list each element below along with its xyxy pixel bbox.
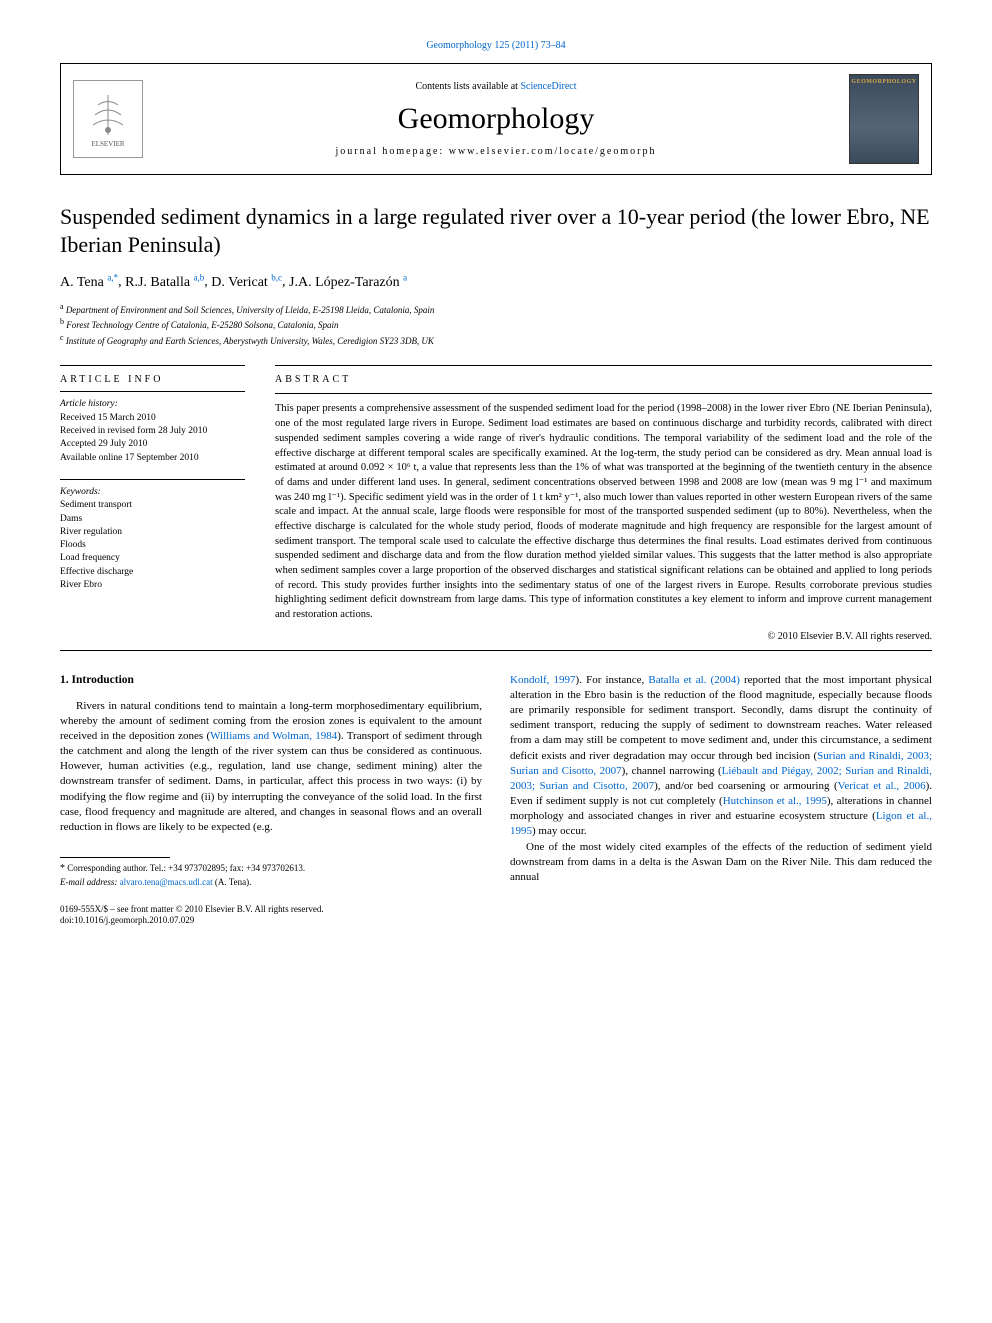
body-paragraph: One of the most widely cited examples of… [510, 840, 932, 886]
keywords-label: Keywords: [60, 486, 245, 499]
header-center: Contents lists available at ScienceDirec… [143, 81, 849, 157]
citation-link[interactable]: Geomorphology 125 (2011) 73–84 [60, 40, 932, 51]
footnote-separator [60, 857, 170, 858]
ref-link[interactable]: Vericat et al., 2006 [838, 780, 926, 792]
body-paragraph: Rivers in natural conditions tend to mai… [60, 699, 482, 836]
author: D. Vericat b,c [211, 275, 282, 290]
body-columns: 1. Introduction Rivers in natural condit… [60, 673, 932, 927]
elsevier-tree-icon [83, 90, 133, 140]
keyword: Effective discharge [60, 566, 245, 579]
affiliation: c Institute of Geography and Earth Scien… [60, 332, 932, 348]
history-item: Received 15 March 2010 [60, 412, 245, 425]
affiliation: b Forest Technology Centre of Catalonia,… [60, 316, 932, 332]
keyword: River regulation [60, 526, 245, 539]
article-title: Suspended sediment dynamics in a large r… [60, 203, 932, 258]
affiliations: a Department of Environment and Soil Sci… [60, 301, 932, 348]
homepage-line: journal homepage: www.elsevier.com/locat… [143, 146, 849, 157]
keyword: River Ebro [60, 579, 245, 592]
author: J.A. López-Tarazón a [289, 275, 407, 290]
keyword: Sediment transport [60, 499, 245, 512]
ref-link[interactable]: Hutchinson et al., 1995 [723, 795, 827, 807]
history-item: Received in revised form 28 July 2010 [60, 425, 245, 438]
contents-line: Contents lists available at ScienceDirec… [143, 81, 849, 92]
author: R.J. Batalla a,b [125, 275, 204, 290]
email-who: (A. Tena). [213, 877, 252, 887]
affiliation: a Department of Environment and Soil Sci… [60, 301, 932, 317]
ref-link[interactable]: Williams and Wolman, 1984 [210, 730, 337, 742]
homepage-label: journal homepage: [336, 146, 449, 157]
corr-text: Corresponding author. Tel.: +34 97370289… [67, 863, 305, 873]
footer-block: 0169-555X/$ – see front matter © 2010 El… [60, 904, 482, 927]
abstract-text: This paper presents a comprehensive asse… [275, 393, 932, 622]
author-list: A. Tena a,*, R.J. Batalla a,b, D. Verica… [60, 272, 932, 291]
ref-link[interactable]: Kondolf, 1997 [510, 674, 576, 686]
homepage-url[interactable]: www.elsevier.com/locate/geomorph [449, 146, 657, 157]
journal-header: ELSEVIER Contents lists available at Sci… [60, 63, 932, 175]
keyword: Dams [60, 513, 245, 526]
sciencedirect-link[interactable]: ScienceDirect [520, 81, 576, 92]
abstract-col: abstract This paper presents a comprehen… [275, 365, 932, 641]
issn-line: 0169-555X/$ – see front matter © 2010 El… [60, 904, 482, 916]
journal-cover-thumb: GEOMORPHOLOGY [849, 74, 919, 164]
corresponding-footnote: * Corresponding author. Tel.: +34 973702… [60, 862, 482, 888]
ref-link[interactable]: Batalla et al. (2004) [648, 674, 739, 686]
history-block: Article history: Received 15 March 2010 … [60, 391, 245, 464]
body-col-right: Kondolf, 1997). For instance, Batalla et… [510, 673, 932, 927]
body-paragraph: Kondolf, 1997). For instance, Batalla et… [510, 673, 932, 840]
abstract-label: abstract [275, 374, 932, 385]
journal-name: Geomorphology [143, 102, 849, 136]
doi-line: doi:10.1016/j.geomorph.2010.07.029 [60, 915, 482, 927]
intro-heading: 1. Introduction [60, 673, 482, 689]
info-abstract-row: article info Article history: Received 1… [60, 365, 932, 641]
history-item: Accepted 29 July 2010 [60, 438, 245, 451]
keywords-block: Keywords: Sediment transport Dams River … [60, 479, 245, 592]
history-label: Article history: [60, 398, 245, 411]
article-info-col: article info Article history: Received 1… [60, 365, 245, 641]
article-info-label: article info [60, 374, 245, 385]
publisher-name: ELSEVIER [91, 140, 124, 148]
cover-title: GEOMORPHOLOGY [850, 75, 918, 85]
contents-text: Contents lists available at [415, 81, 520, 92]
keyword: Load frequency [60, 552, 245, 565]
history-item: Available online 17 September 2010 [60, 452, 245, 465]
publisher-logo: ELSEVIER [73, 80, 143, 158]
email-label: E-mail address: [60, 877, 120, 887]
body-col-left: 1. Introduction Rivers in natural condit… [60, 673, 482, 927]
author: A. Tena a,* [60, 275, 118, 290]
section-divider [60, 650, 932, 651]
email-link[interactable]: alvaro.tena@macs.udl.cat [120, 877, 213, 887]
abstract-copyright: © 2010 Elsevier B.V. All rights reserved… [275, 631, 932, 642]
keyword: Floods [60, 539, 245, 552]
